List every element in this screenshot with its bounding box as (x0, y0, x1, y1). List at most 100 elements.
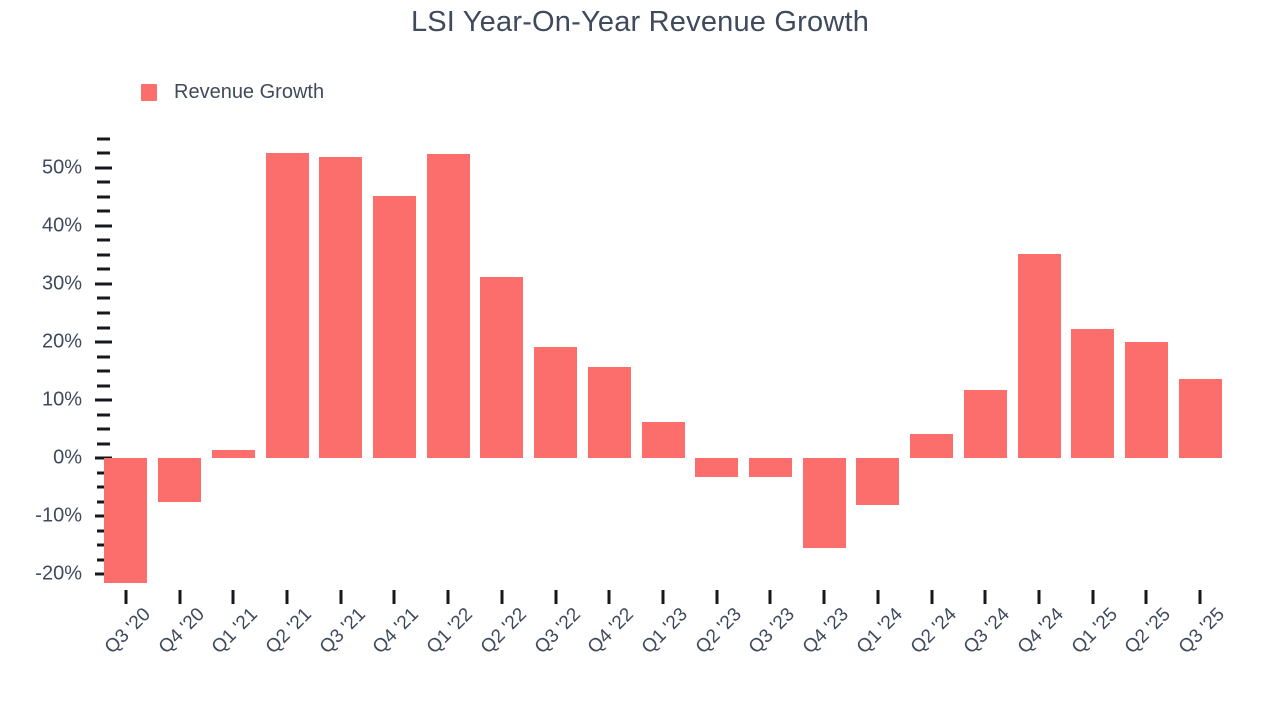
y-axis-minor-tick (97, 369, 110, 373)
x-axis-tick-label: Q1 '24 (852, 604, 907, 659)
chart-legend: Revenue Growth (141, 80, 324, 104)
bar[interactable] (1017, 254, 1061, 459)
x-axis-ticks (112, 590, 1240, 604)
x-axis-tick-label: Q4 '24 (1013, 604, 1068, 659)
x-axis-tick-label: Q3 '22 (530, 604, 585, 659)
y-axis-minor-tick (97, 180, 110, 184)
x-axis-tick-label: Q3 '25 (1174, 604, 1229, 659)
y-axis-minor-tick (97, 238, 110, 242)
bar[interactable] (534, 346, 578, 459)
bar[interactable] (158, 458, 202, 502)
y-axis-minor-tick (97, 195, 110, 199)
bar[interactable] (1071, 328, 1115, 459)
y-axis-major-tick (95, 456, 112, 460)
y-axis-minor-tick (97, 427, 110, 431)
bar[interactable] (211, 450, 255, 459)
x-axis-tick (930, 590, 934, 604)
y-axis-minor-tick (97, 442, 110, 446)
y-axis-minor-tick (97, 151, 110, 155)
bar[interactable] (963, 389, 1007, 459)
y-axis-minor-tick (97, 413, 110, 417)
x-axis-tick (768, 590, 772, 604)
y-axis-tick-label: 40% (41, 214, 82, 237)
x-axis-tick (1091, 590, 1095, 604)
y-axis-major-tick (95, 398, 112, 402)
x-axis-tick-label: Q1 '23 (637, 604, 692, 659)
y-axis-minor-tick (97, 267, 110, 271)
x-axis-tick (178, 590, 182, 604)
y-axis: 50% 40% 30% 20% 10% 0% -10% -20% (0, 130, 112, 590)
y-axis-minor-tick (97, 471, 110, 475)
bar[interactable] (480, 276, 524, 459)
bar[interactable] (748, 458, 792, 477)
bar[interactable] (1124, 342, 1168, 459)
bar[interactable] (1178, 379, 1222, 459)
x-axis-tick (1037, 590, 1041, 604)
y-axis-tick-label: 0% (53, 446, 82, 469)
x-axis-tick-label: Q4 '20 (154, 604, 209, 659)
x-axis-tick (500, 590, 504, 604)
y-axis-minor-tick (97, 137, 110, 141)
x-axis-tick (1198, 590, 1202, 604)
y-axis-major-tick (95, 166, 112, 170)
x-axis-tick-label: Q3 '24 (960, 604, 1015, 659)
x-axis-tick-label: Q1 '21 (208, 604, 263, 659)
y-axis-major-tick (95, 514, 112, 518)
y-axis-minor-tick (97, 558, 110, 562)
x-axis-tick (392, 590, 396, 604)
bar[interactable] (695, 458, 739, 477)
x-axis-tick-label: Q1 '22 (422, 604, 477, 659)
y-axis-minor-tick (97, 355, 110, 359)
y-axis-tick-label: 50% (41, 156, 82, 179)
plot-area (104, 130, 1240, 586)
bar[interactable] (265, 152, 309, 459)
y-axis-major-tick (95, 224, 112, 228)
bar[interactable] (856, 458, 900, 506)
x-axis-tick (607, 590, 611, 604)
bar[interactable] (426, 154, 470, 459)
x-axis-tick (285, 590, 289, 604)
x-axis-tick-label: Q2 '21 (261, 604, 316, 659)
x-axis-tick (876, 590, 880, 604)
y-axis-minor-tick (97, 500, 110, 504)
bar[interactable] (641, 421, 685, 459)
x-axis-tick-label: Q4 '21 (369, 604, 424, 659)
y-axis-minor-tick (97, 296, 110, 300)
y-axis-minor-tick (97, 326, 110, 329)
y-axis-tick-label: 10% (41, 388, 82, 411)
bar[interactable] (372, 195, 416, 459)
x-axis-tick-label: Q3 '20 (100, 604, 155, 659)
x-axis-tick-label: Q2 '24 (906, 604, 961, 659)
x-axis-tick-label: Q2 '25 (1121, 604, 1176, 659)
x-axis-tick-label: Q2 '23 (691, 604, 746, 659)
x-axis-tick (661, 590, 665, 604)
x-axis-tick-label: Q3 '21 (315, 604, 370, 659)
y-axis-minor-tick (97, 485, 110, 489)
y-axis-major-tick (95, 340, 112, 344)
legend-swatch-revenue-growth (141, 83, 157, 101)
bar[interactable] (319, 157, 363, 459)
x-axis-labels: Q3 '20 Q4 '20 Q1 '21 Q2 '21 Q3 '21 Q4 '21 Q1 '… (101, 604, 1240, 720)
y-axis-major-tick (95, 572, 112, 576)
y-axis-minor-tick (97, 209, 110, 213)
y-axis-major-tick (95, 282, 112, 286)
y-axis-tick-label: -20% (35, 562, 82, 585)
x-axis-tick (339, 590, 343, 604)
x-axis-tick-label: Q3 '23 (745, 604, 800, 659)
y-axis-minor-tick (97, 253, 110, 257)
bar[interactable] (104, 458, 148, 583)
x-axis-tick (554, 590, 558, 604)
bar[interactable] (802, 458, 846, 548)
x-axis-tick (983, 590, 987, 604)
bar[interactable] (910, 433, 954, 459)
x-axis-tick (124, 590, 128, 604)
y-axis-tick-label: -10% (35, 504, 82, 527)
bar[interactable] (587, 367, 631, 459)
x-axis-tick (715, 590, 719, 604)
y-axis-tick-label: 30% (41, 272, 82, 295)
y-axis-tick-label: 20% (41, 330, 82, 353)
x-axis-tick-label: Q4 '22 (584, 604, 639, 659)
y-axis-minor-tick (97, 384, 110, 388)
x-axis-tick-label: Q1 '25 (1067, 604, 1122, 659)
